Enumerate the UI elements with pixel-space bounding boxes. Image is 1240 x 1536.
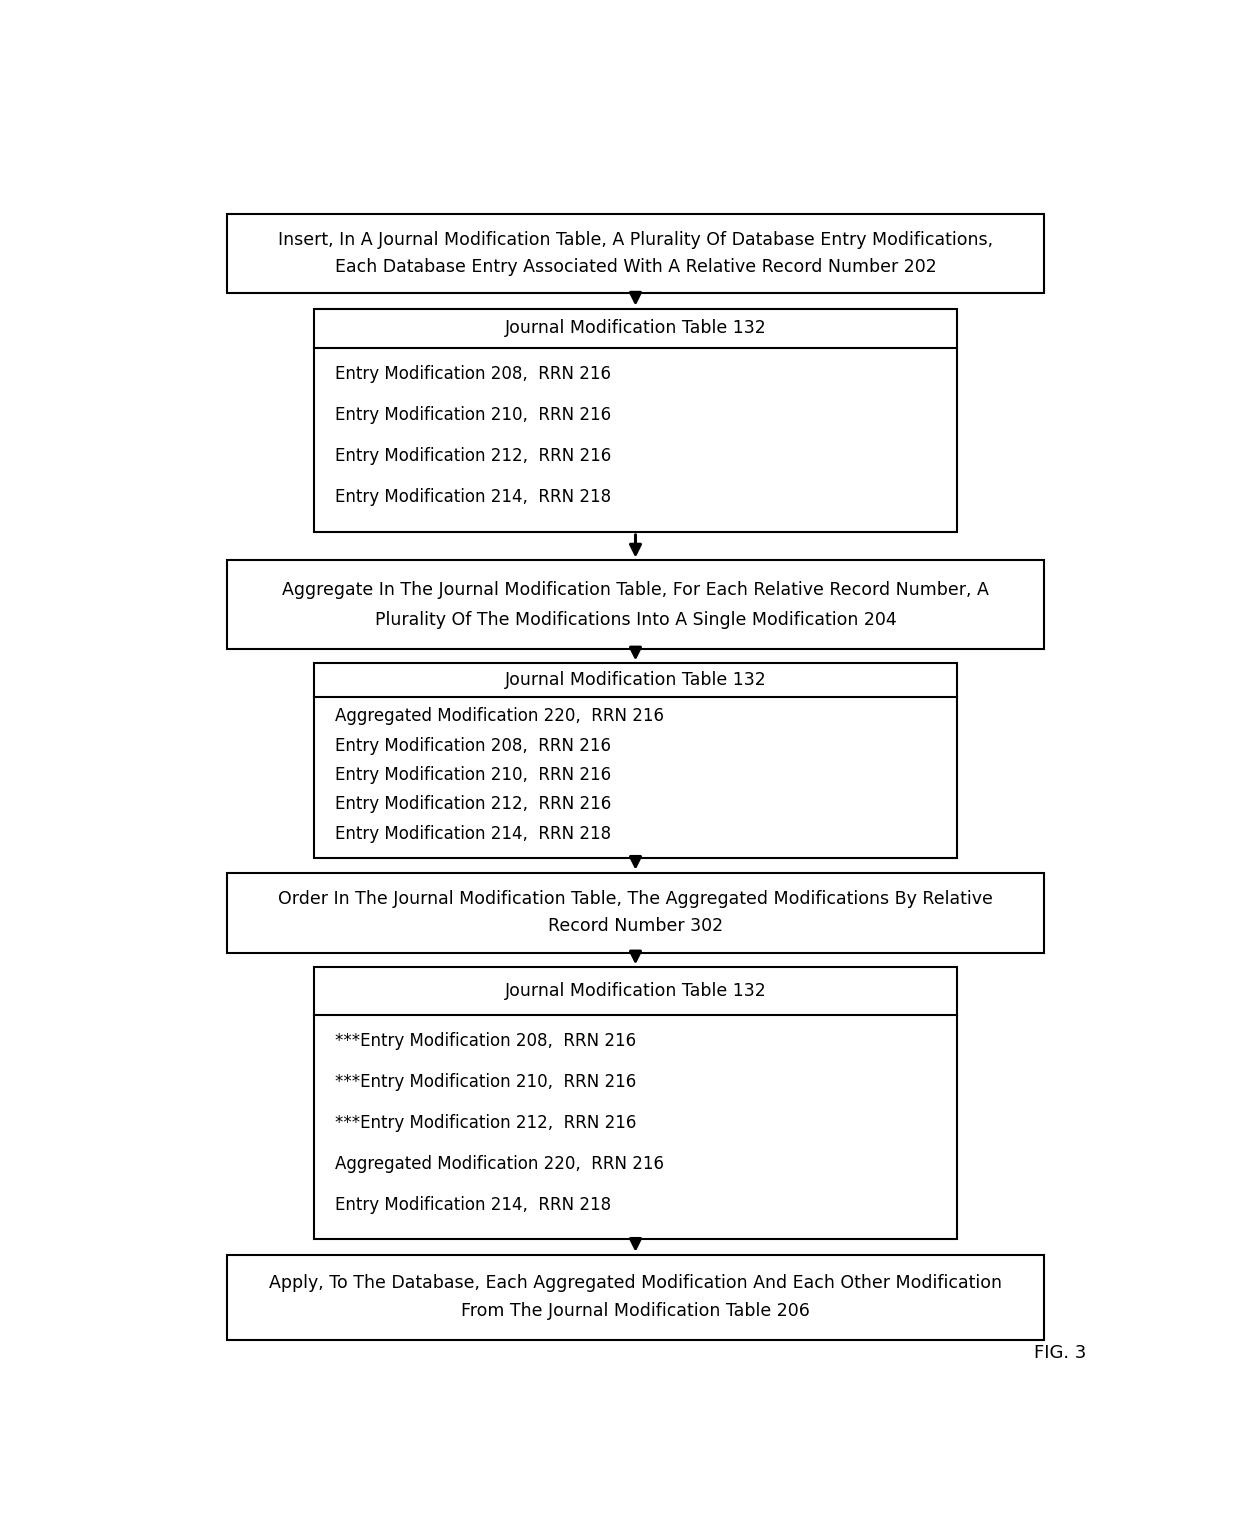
Text: Aggregate In The Journal Modification Table, For Each Relative Record Number, A: Aggregate In The Journal Modification Ta… [281,581,990,599]
Bar [227,561,1044,650]
Bar [314,968,957,1240]
Text: Entry Modification 208,  RRN 216: Entry Modification 208, RRN 216 [335,366,611,384]
Bar [227,214,1044,293]
Text: Aggregated Modification 220,  RRN 216: Aggregated Modification 220, RRN 216 [335,1155,663,1174]
Text: ***Entry Modification 210,  RRN 216: ***Entry Modification 210, RRN 216 [335,1074,636,1091]
Text: Journal Modification Table 132: Journal Modification Table 132 [505,319,766,336]
Bar [314,309,957,531]
Text: Plurality Of The Modifications Into A Single Modification 204: Plurality Of The Modifications Into A Si… [374,611,897,628]
Text: Aggregated Modification 220,  RRN 216: Aggregated Modification 220, RRN 216 [335,708,663,725]
Text: Journal Modification Table 132: Journal Modification Table 132 [505,671,766,690]
Text: Entry Modification 208,  RRN 216: Entry Modification 208, RRN 216 [335,737,611,754]
Text: FIG. 3: FIG. 3 [1034,1344,1086,1362]
Text: ***Entry Modification 212,  RRN 216: ***Entry Modification 212, RRN 216 [335,1114,636,1132]
Text: Entry Modification 212,  RRN 216: Entry Modification 212, RRN 216 [335,796,611,814]
Text: Entry Modification 214,  RRN 218: Entry Modification 214, RRN 218 [335,488,611,507]
Text: From The Journal Modification Table 206: From The Journal Modification Table 206 [461,1303,810,1321]
Text: Each Database Entry Associated With A Relative Record Number 202: Each Database Entry Associated With A Re… [335,258,936,276]
Text: Entry Modification 210,  RRN 216: Entry Modification 210, RRN 216 [335,766,611,783]
Text: ***Entry Modification 208,  RRN 216: ***Entry Modification 208, RRN 216 [335,1032,636,1051]
Text: Order In The Journal Modification Table, The Aggregated Modifications By Relativ: Order In The Journal Modification Table,… [278,891,993,908]
Text: Entry Modification 210,  RRN 216: Entry Modification 210, RRN 216 [335,406,611,424]
Text: Entry Modification 212,  RRN 216: Entry Modification 212, RRN 216 [335,447,611,465]
Text: Journal Modification Table 132: Journal Modification Table 132 [505,982,766,1000]
Bar [227,1255,1044,1339]
Text: Entry Modification 214,  RRN 218: Entry Modification 214, RRN 218 [335,1195,611,1213]
Text: Insert, In A Journal Modification Table, A Plurality Of Database Entry Modificat: Insert, In A Journal Modification Table,… [278,232,993,249]
Text: Apply, To The Database, Each Aggregated Modification And Each Other Modification: Apply, To The Database, Each Aggregated … [269,1273,1002,1292]
Text: Record Number 302: Record Number 302 [548,917,723,935]
Bar [227,872,1044,952]
Bar [314,664,957,859]
Text: Entry Modification 214,  RRN 218: Entry Modification 214, RRN 218 [335,825,611,843]
